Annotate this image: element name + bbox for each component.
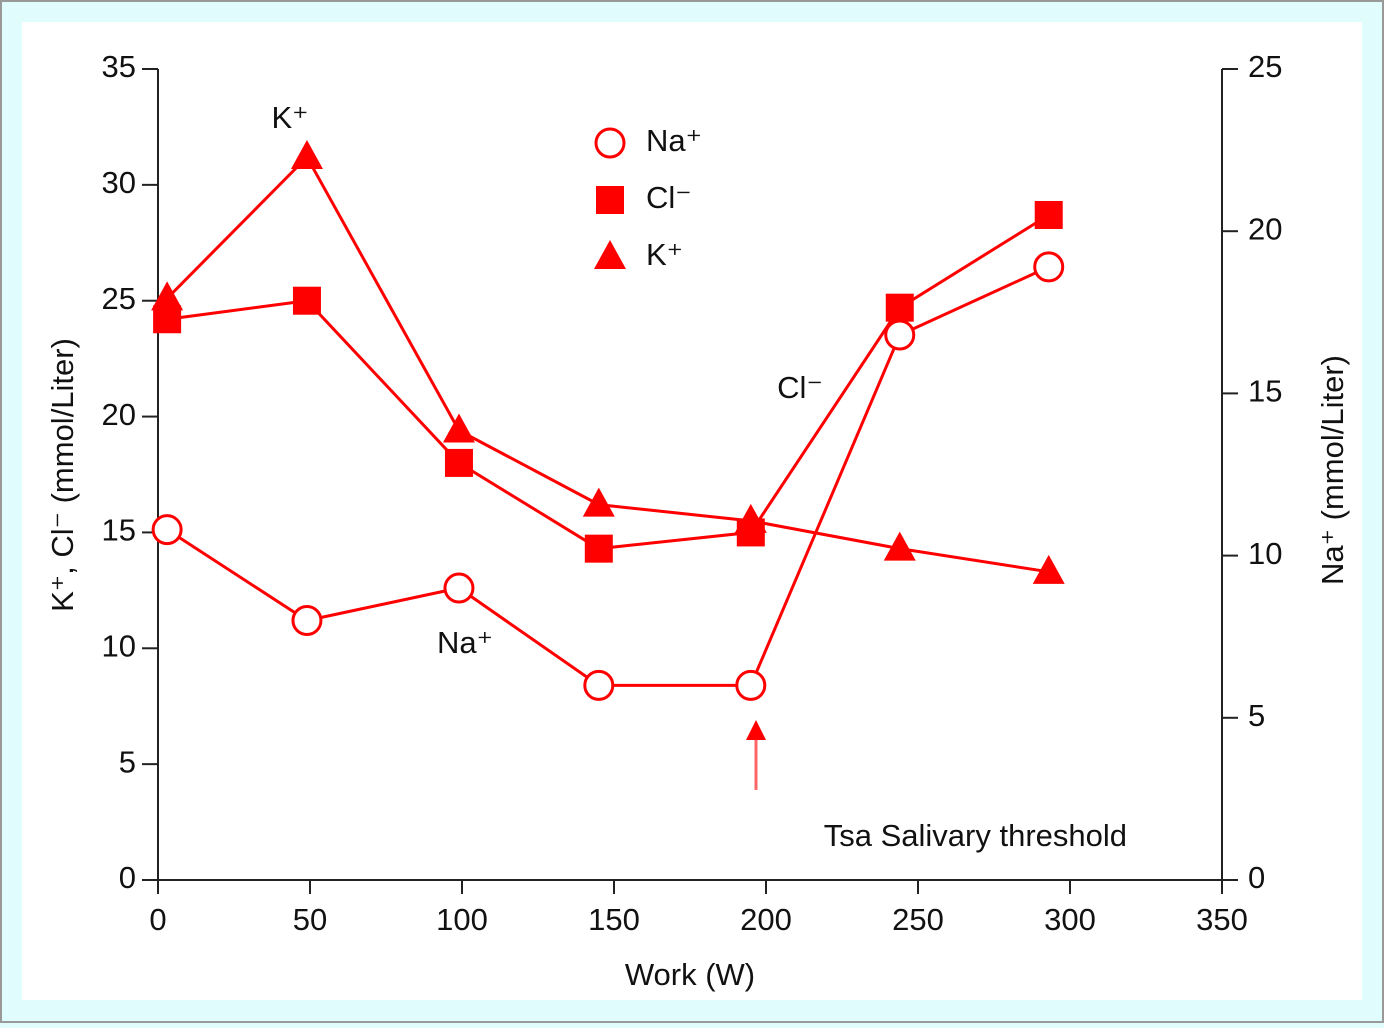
marker	[884, 319, 916, 351]
plot-background	[22, 22, 1362, 1000]
marker	[292, 286, 321, 315]
x-tick-label: 100	[436, 902, 488, 937]
y2-tick-label: 20	[1248, 211, 1282, 246]
x-tick-label: 300	[1044, 902, 1096, 937]
x-tick-label: 50	[293, 902, 327, 937]
x-tick-label: 350	[1196, 902, 1248, 937]
y2-axis-label: Na⁺ (mmol/Liter)	[1315, 355, 1350, 585]
marker	[291, 604, 323, 636]
y2-tick-label: 10	[1248, 536, 1282, 571]
legend-label: K⁺	[646, 237, 683, 272]
marker	[885, 293, 914, 322]
y2-tick-label: 25	[1248, 49, 1282, 84]
marker	[1032, 554, 1065, 584]
annotation: Tsa Salivary threshold	[824, 818, 1127, 853]
y-tick-label: 20	[102, 397, 136, 432]
marker	[734, 503, 767, 533]
marker	[442, 413, 475, 443]
marker	[583, 669, 615, 701]
marker	[584, 534, 613, 563]
marker	[582, 487, 615, 517]
x-tick-label: 250	[892, 902, 944, 937]
marker	[151, 281, 184, 311]
marker	[735, 669, 767, 701]
marker	[1034, 200, 1063, 229]
y-tick-label: 5	[119, 744, 136, 779]
marker	[443, 572, 475, 604]
x-tick-label: 0	[149, 902, 166, 937]
marker	[883, 531, 916, 561]
threshold-arrow-head	[746, 720, 766, 740]
legend-label: Na⁺	[646, 123, 702, 158]
marker	[151, 514, 183, 546]
y-tick-label: 25	[102, 281, 136, 316]
x-axis-label: Work (W)	[625, 957, 755, 992]
y-tick-label: 10	[102, 628, 136, 663]
y-axis-label: K⁺, Cl⁻ (mmol/Liter)	[45, 338, 80, 612]
x-tick-label: 150	[588, 902, 640, 937]
marker	[596, 186, 624, 214]
y-tick-label: 30	[102, 165, 136, 200]
y-tick-label: 15	[102, 513, 136, 548]
annotation: K⁺	[271, 100, 308, 135]
marker	[594, 240, 626, 269]
marker	[594, 127, 626, 159]
marker	[444, 448, 473, 477]
marker	[290, 140, 323, 170]
y2-tick-label: 15	[1248, 374, 1282, 409]
y2-tick-label: 5	[1248, 698, 1265, 733]
marker	[1033, 251, 1065, 283]
annotation: Na⁺	[437, 625, 493, 660]
y-tick-label: 0	[119, 860, 136, 895]
x-tick-label: 200	[740, 902, 792, 937]
annotation: Cl⁻	[777, 370, 823, 405]
y-tick-label: 35	[102, 49, 136, 84]
y2-tick-label: 0	[1248, 860, 1265, 895]
legend-label: Cl⁻	[646, 180, 692, 215]
